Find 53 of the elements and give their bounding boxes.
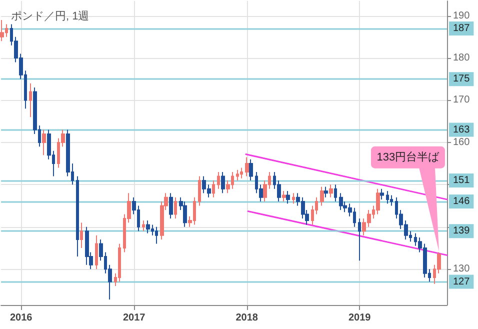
candlestick xyxy=(282,190,286,202)
y-tick-label: 160 xyxy=(453,136,470,148)
x-tick-label: 2017 xyxy=(122,312,146,324)
candlestick xyxy=(390,194,393,206)
x-tick-label: 2016 xyxy=(10,312,33,324)
candlestick xyxy=(380,188,384,200)
ref-line-label: 163 xyxy=(453,124,470,136)
ref-line-label: 139 xyxy=(453,226,470,237)
candlestick xyxy=(155,226,158,244)
candlestick xyxy=(146,220,150,234)
candlestick xyxy=(286,190,290,204)
candlestick xyxy=(320,186,324,206)
candlestick xyxy=(85,226,89,266)
candlestick xyxy=(198,176,201,206)
x-tick-label: 2018 xyxy=(236,312,258,324)
candlestick xyxy=(249,158,253,181)
y-tick-label: 180 xyxy=(453,52,470,64)
y-tick-label: 130 xyxy=(453,264,470,275)
candlestick xyxy=(142,220,145,232)
y-tick-label: 170 xyxy=(453,94,470,106)
x-tick-label: 2019 xyxy=(348,312,372,324)
candlestick xyxy=(29,82,32,118)
candlestick xyxy=(183,201,187,228)
annotation: 133円台半ば xyxy=(376,150,440,164)
candlestick xyxy=(76,176,79,257)
candlestick xyxy=(334,184,337,202)
candlestick xyxy=(245,156,249,177)
candlestick xyxy=(118,243,121,282)
ref-line-label: 175 xyxy=(453,74,470,85)
candlestick xyxy=(376,188,380,215)
candlestick xyxy=(212,180,215,198)
candlestick xyxy=(95,234,98,270)
candlestick xyxy=(0,20,4,42)
text: ポンド／円, 1週 xyxy=(11,10,90,22)
ref-line-label: 151 xyxy=(453,174,470,186)
candlestick xyxy=(42,129,46,156)
candlestick xyxy=(386,190,389,204)
candlestick xyxy=(236,169,239,181)
candlestick xyxy=(169,192,173,219)
candlestick xyxy=(221,172,225,194)
candlestick xyxy=(329,184,333,198)
candlestick xyxy=(217,172,220,190)
candlestick xyxy=(292,192,295,204)
candlestick xyxy=(358,218,361,262)
candlestick xyxy=(80,222,83,248)
candlestick xyxy=(324,186,328,198)
candlestick xyxy=(339,192,343,210)
y-tick-label: 190 xyxy=(453,10,470,22)
ref-line-label: 127 xyxy=(453,276,470,288)
ref-line-label: 187 xyxy=(453,22,470,34)
candlestick xyxy=(174,196,177,219)
candlestick xyxy=(240,167,243,179)
ref-line-label: 146 xyxy=(453,196,470,208)
